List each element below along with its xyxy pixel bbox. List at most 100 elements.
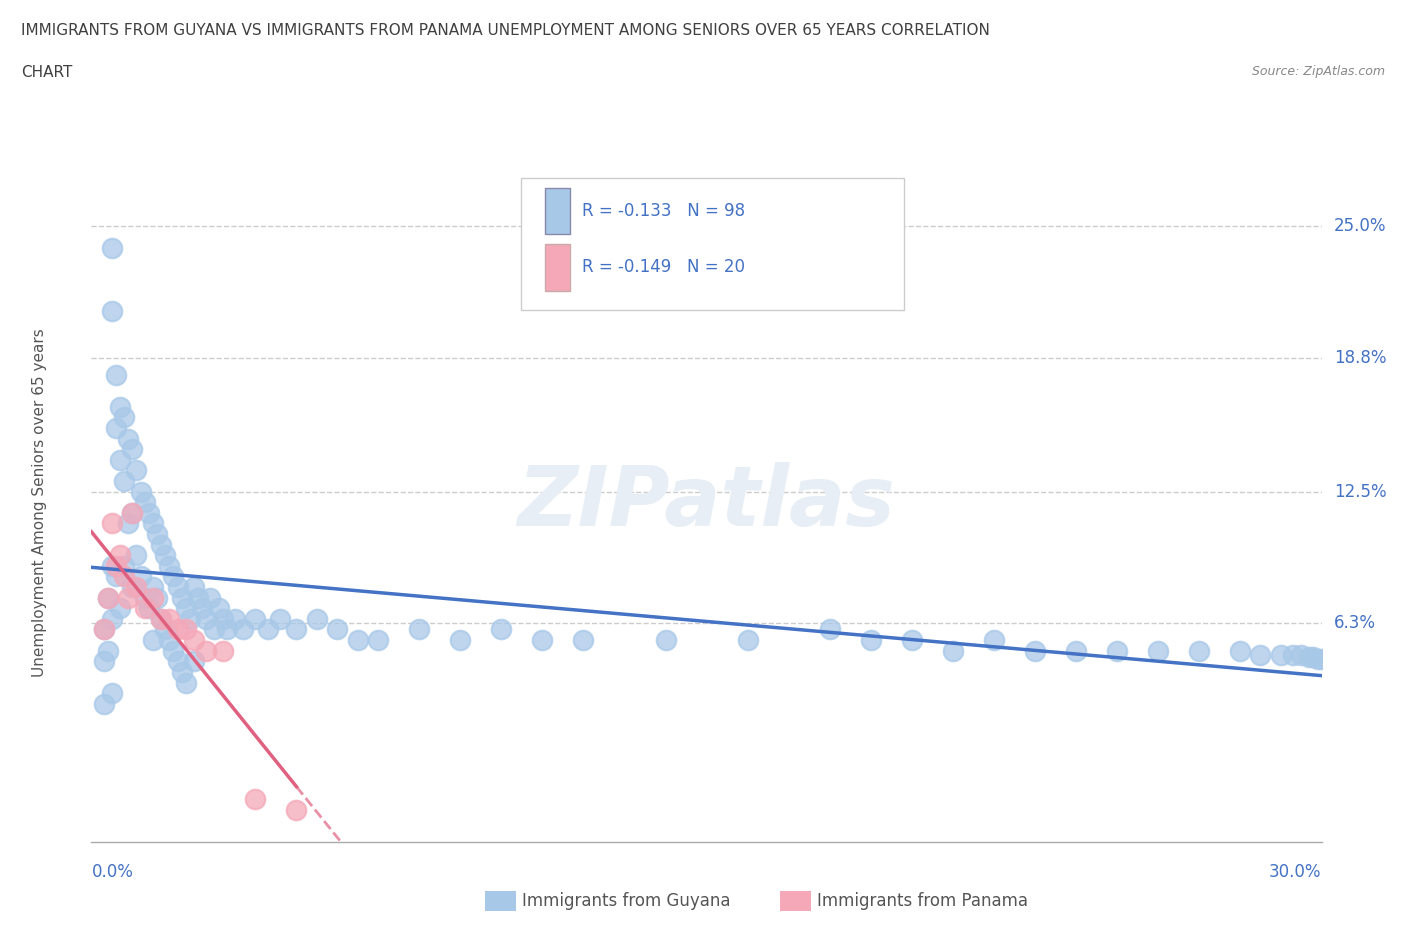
Point xyxy=(1289,647,1312,662)
Point xyxy=(326,622,349,637)
Point xyxy=(134,601,156,616)
Point xyxy=(285,803,308,817)
Point xyxy=(166,579,188,594)
Point xyxy=(101,558,124,573)
Point xyxy=(179,611,201,626)
Point xyxy=(166,622,188,637)
Point xyxy=(121,505,143,520)
Point xyxy=(138,505,160,520)
Text: 12.5%: 12.5% xyxy=(1334,483,1386,500)
Point xyxy=(97,591,120,605)
Point xyxy=(134,495,156,510)
Point xyxy=(572,632,595,647)
Point xyxy=(859,632,882,647)
Point xyxy=(108,601,131,616)
Point xyxy=(108,452,131,467)
Point xyxy=(157,632,180,647)
Point xyxy=(121,505,143,520)
Point xyxy=(305,611,328,626)
Point xyxy=(183,632,205,647)
Point xyxy=(150,538,173,552)
Point xyxy=(93,654,115,669)
Point xyxy=(449,632,471,647)
Point xyxy=(150,611,173,626)
Point xyxy=(1146,644,1168,658)
Point xyxy=(117,432,139,446)
Point xyxy=(93,622,115,637)
Point xyxy=(983,632,1005,647)
Point xyxy=(245,611,267,626)
Point xyxy=(97,644,120,658)
Point xyxy=(117,591,139,605)
Point xyxy=(818,622,841,637)
Point xyxy=(1249,647,1271,662)
Point xyxy=(162,569,184,584)
Point xyxy=(1306,652,1329,667)
Point xyxy=(157,611,180,626)
Point xyxy=(737,632,759,647)
Point xyxy=(1302,650,1324,665)
Text: IMMIGRANTS FROM GUYANA VS IMMIGRANTS FROM PANAMA UNEMPLOYMENT AMONG SENIORS OVER: IMMIGRANTS FROM GUYANA VS IMMIGRANTS FRO… xyxy=(21,23,990,38)
Point xyxy=(224,611,246,626)
Point xyxy=(1105,644,1128,658)
Text: 6.3%: 6.3% xyxy=(1334,614,1376,632)
Point xyxy=(134,591,156,605)
Point xyxy=(531,632,554,647)
Point xyxy=(285,622,308,637)
Point xyxy=(129,485,152,499)
Point xyxy=(142,591,165,605)
Text: R = -0.149   N = 20: R = -0.149 N = 20 xyxy=(582,259,745,276)
Point xyxy=(202,622,225,637)
Point xyxy=(112,558,135,573)
Point xyxy=(142,579,165,594)
Point xyxy=(153,622,177,637)
Point xyxy=(200,591,222,605)
Point xyxy=(187,591,209,605)
Point xyxy=(121,442,143,457)
Point xyxy=(183,579,205,594)
Point xyxy=(101,611,124,626)
Point xyxy=(138,601,160,616)
Point xyxy=(232,622,254,637)
Point xyxy=(142,632,165,647)
Text: CHART: CHART xyxy=(21,65,73,80)
Point xyxy=(408,622,430,637)
Point xyxy=(105,420,127,435)
Point xyxy=(191,601,214,616)
Point xyxy=(125,548,148,563)
Point xyxy=(211,644,233,658)
Text: R = -0.133   N = 98: R = -0.133 N = 98 xyxy=(582,202,745,220)
Point xyxy=(105,558,127,573)
Point xyxy=(1064,644,1087,658)
Point xyxy=(256,622,278,637)
Point xyxy=(129,569,152,584)
Text: ZIPatlas: ZIPatlas xyxy=(517,461,896,543)
Point xyxy=(215,622,238,637)
Point xyxy=(125,579,148,594)
Text: Unemployment Among Seniors over 65 years: Unemployment Among Seniors over 65 years xyxy=(32,328,48,677)
Point xyxy=(195,644,218,658)
Point xyxy=(491,622,513,637)
Point xyxy=(112,569,135,584)
Point xyxy=(900,632,922,647)
Point xyxy=(125,463,148,478)
Text: Source: ZipAtlas.com: Source: ZipAtlas.com xyxy=(1251,65,1385,78)
Point xyxy=(1187,644,1209,658)
Point xyxy=(101,240,124,255)
Point xyxy=(367,632,389,647)
Text: 0.0%: 0.0% xyxy=(91,863,134,881)
Point xyxy=(1270,647,1292,662)
Point xyxy=(1024,644,1046,658)
Point xyxy=(112,410,135,425)
Text: 18.8%: 18.8% xyxy=(1334,349,1386,367)
Point xyxy=(142,516,165,531)
Point xyxy=(654,632,676,647)
Point xyxy=(105,367,127,382)
Point xyxy=(1229,644,1251,658)
Point xyxy=(101,516,124,531)
Point xyxy=(108,399,131,414)
Point xyxy=(211,611,233,626)
Text: 25.0%: 25.0% xyxy=(1334,218,1386,235)
Point xyxy=(146,526,169,541)
Point xyxy=(93,622,115,637)
